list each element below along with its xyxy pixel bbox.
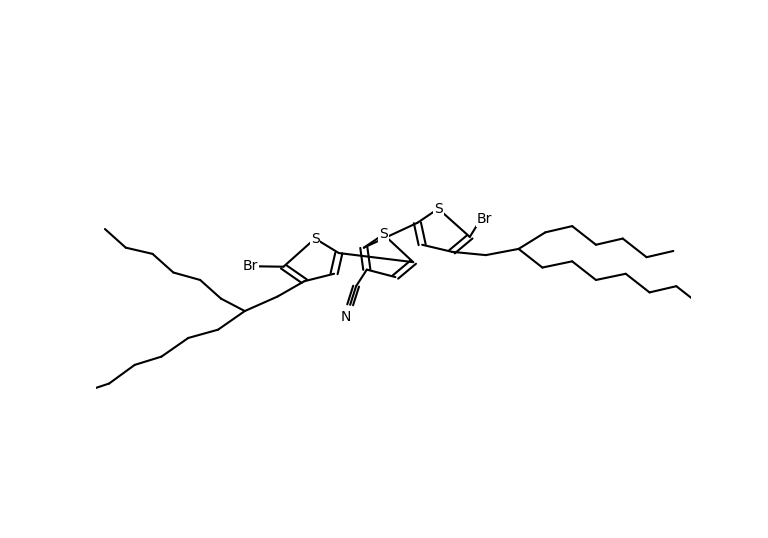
Text: Br: Br (243, 259, 259, 273)
Text: N: N (340, 310, 350, 324)
Text: Br: Br (477, 213, 492, 226)
Text: S: S (379, 228, 388, 242)
Text: S: S (434, 202, 442, 216)
Text: S: S (311, 231, 319, 245)
